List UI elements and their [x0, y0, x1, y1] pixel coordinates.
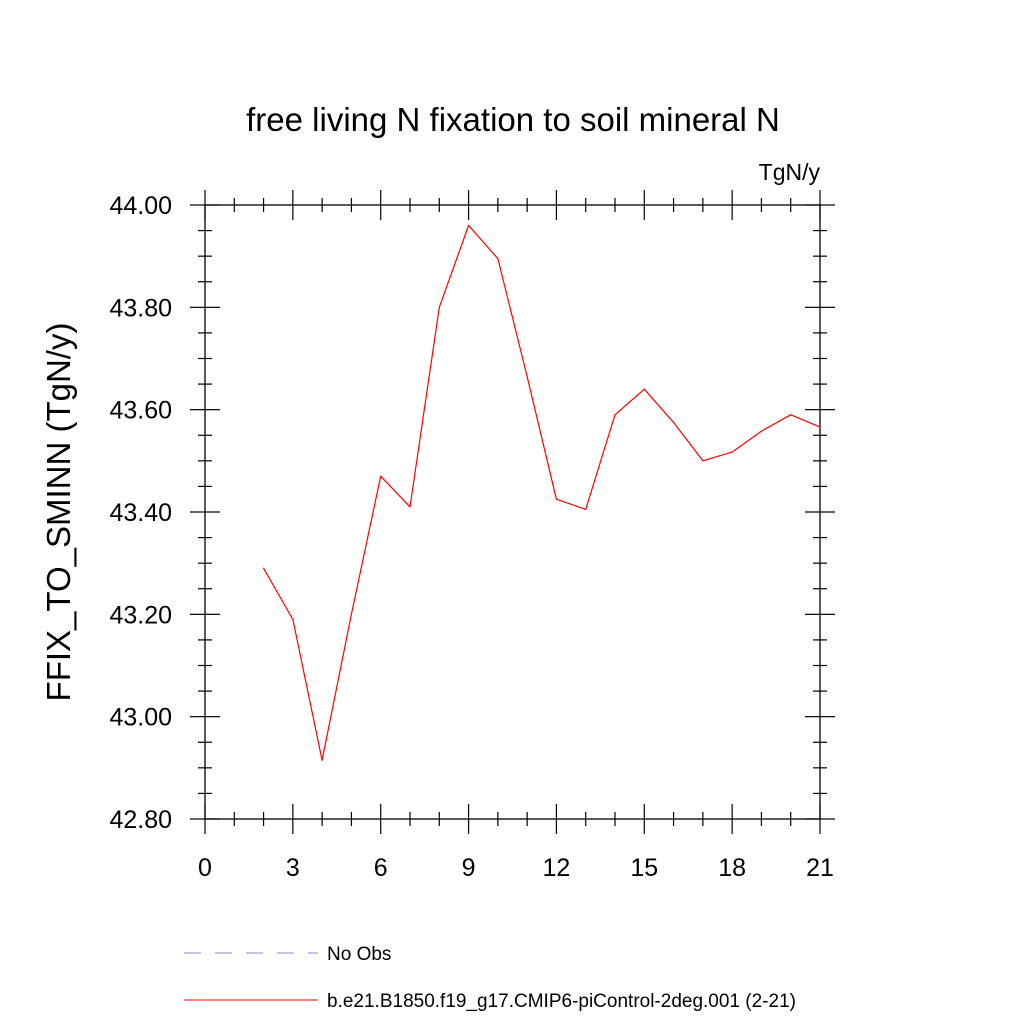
- data-point: [409, 506, 411, 508]
- data-point: [380, 475, 382, 477]
- data-point: [672, 421, 675, 424]
- x-tick-label: 15: [630, 854, 658, 882]
- y-tick-label: 43.80: [109, 294, 172, 322]
- data-point: [760, 430, 763, 432]
- x-tick-label: 21: [806, 854, 834, 882]
- plot-frame: [204, 204, 821, 820]
- data-point: [731, 451, 733, 453]
- y-tick-label: 43.20: [109, 601, 172, 629]
- data-point: [790, 414, 792, 416]
- x-tick-label: 12: [543, 854, 571, 882]
- x-tick-label: 9: [462, 854, 476, 882]
- data-point: [497, 258, 499, 260]
- y-tick-label: 43.40: [109, 499, 172, 527]
- data-point: [526, 375, 528, 378]
- data-point: [555, 498, 558, 500]
- data-point: [702, 460, 704, 462]
- data-point: [262, 567, 265, 569]
- y-tick-label: 42.80: [109, 806, 172, 834]
- chart-title: free living N fixation to soil mineral N: [246, 101, 780, 138]
- data-point: [292, 618, 294, 621]
- data-point: [467, 224, 470, 227]
- data-point: [614, 414, 616, 416]
- legend-label-control-run: b.e21.B1850.f19_g17.CMIP6-piControl-2deg…: [327, 991, 796, 1012]
- y-tick-label: 43.60: [109, 397, 172, 425]
- y-axis-label: FFIX_TO_SMINN (TgN/y): [40, 323, 77, 702]
- data-point: [585, 508, 587, 511]
- data-point: [643, 388, 645, 390]
- data-point: [438, 306, 440, 308]
- y-tick-label: 43.00: [109, 704, 172, 732]
- x-tick-label: 3: [286, 854, 300, 882]
- legend-label-no-obs: No Obs: [327, 944, 391, 965]
- units-label: TgN/y: [759, 159, 821, 185]
- data-point: [321, 759, 323, 761]
- data-point: [819, 426, 821, 428]
- series-line-control-run: [263, 224, 821, 761]
- legend: No Obs b.e21.B1850.f19_g17.CMIP6-piContr…: [184, 944, 796, 1012]
- x-tick-label: 18: [718, 854, 746, 882]
- x-tick-label: 0: [198, 854, 212, 882]
- x-tick-label: 6: [374, 854, 388, 882]
- y-tick-label: 44.00: [109, 192, 172, 220]
- data-point: [350, 613, 353, 615]
